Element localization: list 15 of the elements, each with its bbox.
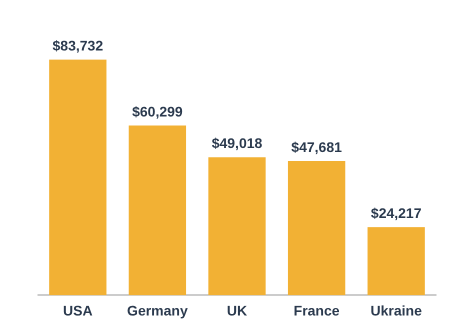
bar [208, 157, 266, 296]
bar [49, 60, 106, 296]
data-label: $24,217 [370, 204, 422, 221]
x-tick-label: USA [63, 302, 93, 318]
bar [288, 161, 346, 296]
data-label: $49,018 [212, 135, 263, 152]
bar [368, 227, 425, 296]
x-tick-label: Ukraine [370, 302, 422, 318]
data-label: $60,299 [132, 103, 183, 120]
bar [128, 126, 186, 296]
x-tick-label: UK [226, 302, 248, 318]
data-label: $83,732 [52, 37, 104, 54]
data-label: $47,681 [291, 138, 342, 155]
x-tick-label: France [294, 302, 340, 318]
x-tick-label: Germany [127, 302, 188, 318]
